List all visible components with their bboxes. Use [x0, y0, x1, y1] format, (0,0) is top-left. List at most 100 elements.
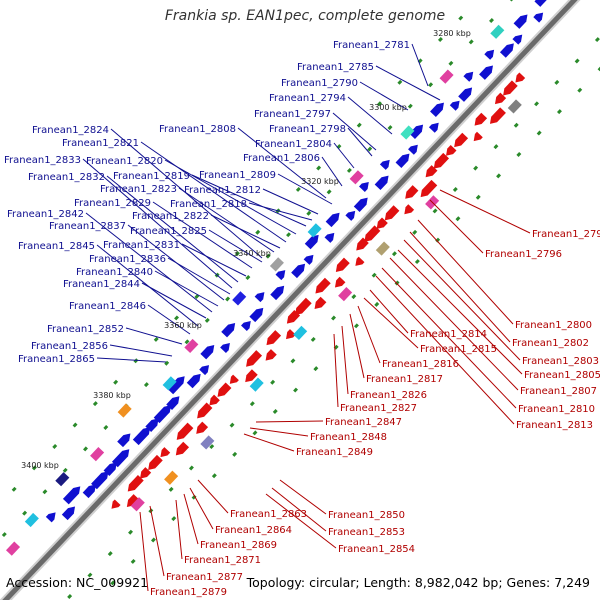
forward-gene-arrow [45, 512, 56, 523]
forward-gene-label: Franean1_2836 [89, 254, 166, 265]
reverse-gene-arrow [245, 369, 258, 383]
reverse-gene-arrow [127, 475, 144, 492]
leader-line [152, 201, 253, 269]
reverse-gene-arrow [140, 467, 152, 479]
scale-tick [351, 294, 357, 300]
leader-line [357, 305, 381, 364]
scale-tick [397, 79, 403, 85]
scale-tick [209, 444, 215, 450]
feature-box [293, 325, 308, 340]
scale-tick [428, 82, 434, 88]
reverse-gene-label: Franean1_2826 [350, 390, 427, 401]
scale-tick [265, 253, 271, 259]
reverse-gene-arrow [111, 499, 121, 509]
forward-gene-arrow [275, 270, 286, 281]
scale-label: 3400 kbp [21, 461, 59, 470]
forward-gene-label: Franean1_2844 [63, 279, 140, 290]
scale-tick [295, 186, 301, 192]
forward-gene-label: Franean1_2840 [76, 267, 153, 278]
reverse-gene-arrow [473, 131, 483, 142]
scale-tick [229, 422, 235, 428]
forward-gene-arrow [428, 122, 439, 133]
scale-tick [557, 109, 562, 115]
feature-box [490, 24, 505, 39]
leader-line [178, 187, 275, 253]
feature-box [90, 446, 105, 462]
forward-gene-label: Franean1_2785 [297, 62, 374, 73]
leader-line [82, 158, 233, 289]
reverse-gene-label: Franean1_2814 [410, 329, 487, 340]
reverse-gene-arrow [376, 217, 388, 229]
reverse-gene-arrow [286, 329, 296, 340]
feature-box [249, 377, 264, 392]
leader-line [321, 156, 343, 187]
scale-tick [437, 37, 443, 42]
forward-gene-arrow [167, 376, 185, 395]
reverse-gene-label: Franean1_2805 [524, 370, 600, 381]
scale-tick [455, 216, 461, 222]
leader-line [85, 212, 213, 313]
feature-box [55, 472, 70, 487]
scale-tick [496, 173, 502, 179]
leader-line [197, 479, 229, 514]
reverse-gene-label: Franean1_2853 [328, 527, 405, 538]
scale-tick [249, 401, 255, 407]
scale-tick [151, 537, 156, 543]
forward-gene-label: Franean1_2852 [47, 324, 124, 335]
scale-tick [574, 58, 580, 64]
leader-line [411, 43, 429, 87]
forward-gene-arrow [166, 396, 180, 410]
leader-line [164, 159, 297, 235]
forward-gene-label: Franean1_2797 [254, 109, 331, 120]
feature-box [232, 291, 247, 306]
forward-gene-label: Franean1_2794 [269, 93, 346, 104]
reverse-gene-arrow [176, 422, 194, 440]
forward-gene-arrow [304, 234, 319, 250]
forward-gene-label: Franean1_2808 [159, 124, 236, 135]
leader-line [262, 188, 319, 215]
scale-tick [493, 144, 499, 150]
scale-tick [83, 446, 88, 452]
forward-gene-arrow [291, 263, 306, 279]
forward-gene-arrow [249, 307, 264, 323]
forward-gene-label: Franean1_2825 [130, 226, 207, 237]
reverse-gene-label: Franean1_2847 [325, 417, 402, 428]
forward-gene-arrow [270, 285, 285, 301]
leader-line [183, 493, 199, 545]
forward-gene-arrow [408, 144, 418, 155]
leader-line [375, 65, 441, 101]
leader-line [271, 487, 327, 532]
forward-gene-label: Franean1_2842 [7, 209, 84, 220]
forward-gene-arrow [186, 373, 201, 389]
scale-tick [597, 66, 600, 72]
forward-gene-label: Franean1_2831 [103, 240, 180, 251]
scale-tick [11, 486, 17, 492]
forward-gene-label: Franean1_2790 [281, 78, 358, 89]
leader-line [333, 333, 339, 408]
leader-line [439, 189, 531, 234]
leader-line [369, 289, 409, 334]
leader-line [140, 141, 287, 243]
feature-box [200, 435, 215, 450]
reverse-gene-label: Franean1_2869 [200, 540, 277, 551]
scale-tick [489, 18, 494, 23]
leader-line [147, 304, 191, 335]
scale-tick [22, 510, 28, 516]
scale-tick [473, 165, 479, 171]
forward-gene-arrow [533, 12, 544, 23]
leader-line [255, 420, 324, 423]
leader-line [277, 173, 333, 205]
reverse-gene-label: Franean1_2813 [516, 420, 593, 431]
forward-gene-arrow [117, 433, 131, 448]
leader-line [265, 493, 337, 549]
leader-line [175, 499, 183, 560]
forward-gene-arrow [111, 449, 130, 468]
forward-gene-label: Franean1_2798 [269, 124, 346, 135]
leader-line [181, 243, 247, 277]
scale-tick [594, 37, 600, 43]
reverse-gene-arrow [384, 205, 400, 221]
forward-gene-arrow [199, 365, 210, 376]
reverse-gene-label: Franean1_2815 [420, 344, 497, 355]
leader-line [210, 214, 281, 249]
scale-tick [204, 317, 210, 323]
